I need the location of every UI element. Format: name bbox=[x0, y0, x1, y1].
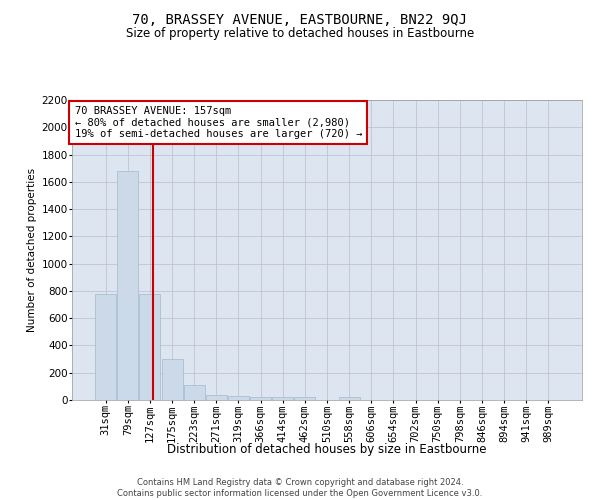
Text: Size of property relative to detached houses in Eastbourne: Size of property relative to detached ho… bbox=[126, 28, 474, 40]
Text: Distribution of detached houses by size in Eastbourne: Distribution of detached houses by size … bbox=[167, 442, 487, 456]
Bar bbox=[206, 394, 227, 400]
Bar bbox=[272, 398, 293, 400]
Bar bbox=[95, 294, 116, 400]
Bar bbox=[118, 171, 139, 400]
Bar bbox=[161, 359, 182, 400]
Bar bbox=[139, 294, 160, 400]
Y-axis label: Number of detached properties: Number of detached properties bbox=[28, 168, 37, 332]
Bar bbox=[338, 398, 359, 400]
Text: 70, BRASSEY AVENUE, EASTBOURNE, BN22 9QJ: 70, BRASSEY AVENUE, EASTBOURNE, BN22 9QJ bbox=[133, 12, 467, 26]
Bar bbox=[250, 398, 271, 400]
Text: 70 BRASSEY AVENUE: 157sqm
← 80% of detached houses are smaller (2,980)
19% of se: 70 BRASSEY AVENUE: 157sqm ← 80% of detac… bbox=[74, 106, 362, 139]
Bar bbox=[228, 396, 249, 400]
Bar bbox=[295, 398, 316, 400]
Bar bbox=[184, 385, 205, 400]
Text: Contains HM Land Registry data © Crown copyright and database right 2024.
Contai: Contains HM Land Registry data © Crown c… bbox=[118, 478, 482, 498]
